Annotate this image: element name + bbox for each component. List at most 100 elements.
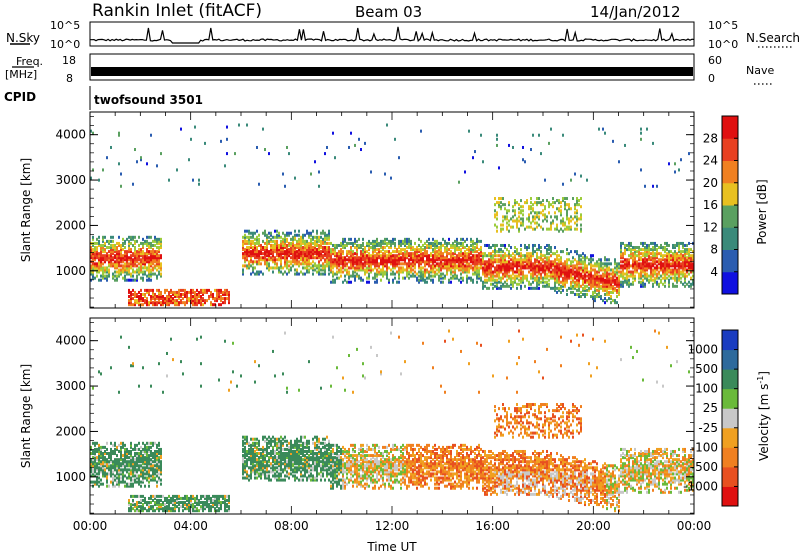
range-cell [270,246,272,250]
range-cell [556,225,558,229]
range-cell [428,243,430,247]
range-cell [312,241,314,245]
range-cell [126,256,128,260]
range-cell [92,452,94,456]
range-cell [412,268,414,272]
range-cell [490,276,492,280]
range-cell [148,262,150,266]
range-cell [142,258,144,262]
range-cell [500,201,502,205]
range-cell [622,284,624,288]
range-cell [460,237,462,241]
range-cell [578,266,580,270]
range-cell [508,270,510,274]
range-cell [130,290,132,294]
range-cell [494,246,496,250]
range-cell [346,262,348,266]
range-cell [560,284,562,288]
range-cell [220,290,222,294]
range-cell [254,252,256,256]
range-cell [686,258,688,262]
range-cell [254,231,256,235]
range-cell [406,264,408,268]
range-cell [106,254,108,258]
range-cell [390,252,392,256]
range-cell [570,268,572,272]
range-cell [138,258,140,262]
range-cell [490,256,492,260]
range-cell [574,282,576,286]
range-cell [522,266,524,270]
range-cell [402,256,404,260]
range-cell [522,260,524,264]
range-cell [134,235,136,239]
range-cell [354,252,356,256]
range-cell [374,239,376,243]
range-cell [248,235,250,239]
range-cell [512,262,514,266]
range-cell [118,133,120,137]
range-cell [640,274,642,278]
range-cell [652,264,654,268]
range-cell [170,295,172,299]
range-cell [208,297,210,301]
range-cell [496,225,498,229]
range-cell [574,286,576,290]
range-cell [460,272,462,276]
range-cell [150,270,152,274]
range-cell [258,182,260,186]
range-cell [384,256,386,260]
range-cell [226,125,228,129]
range-cell [328,256,330,260]
range-cell [444,262,446,266]
range-cell [462,266,464,270]
range-cell [556,215,558,219]
range-cell [220,288,222,292]
range-cell [316,235,318,239]
range-cell [204,299,206,303]
range-cell [222,292,224,296]
range-cell [136,494,138,498]
range-cell [546,252,548,256]
range-cell [488,286,490,290]
range-cell [502,256,504,260]
range-cell [582,266,584,270]
range-cell [382,262,384,266]
range-cell [132,507,134,511]
range-cell [184,295,186,299]
range-cell [488,266,490,270]
range-cell [508,276,510,280]
freq-label: Freq. [16,55,43,68]
range-cell [668,252,670,256]
range-cell [566,274,568,278]
range-cell [552,276,554,280]
range-cell [226,290,228,294]
range-cell [620,264,622,268]
range-cell [496,282,498,286]
range-cell [314,268,316,272]
range-cell [130,297,132,301]
range-cell [294,237,296,241]
range-cell [318,268,320,272]
range-cell [252,239,254,243]
range-cell [562,182,564,186]
range-cell [688,268,690,272]
range-cell [594,278,596,282]
range-cell [354,241,356,245]
range-cell [548,201,550,205]
range-cell [130,476,132,480]
range-cell [160,262,162,266]
range-cell [600,276,602,280]
range-cell [148,276,150,280]
range-cell [398,262,400,266]
range-cell [518,260,520,264]
range-cell [120,458,122,462]
range-cell [582,256,584,260]
range-cell [458,262,460,266]
range-cell [294,229,296,233]
range-cell [130,468,132,472]
range-cell [510,254,512,258]
range-cell [124,256,126,260]
range-cell [198,299,200,303]
range-cell [518,227,520,231]
